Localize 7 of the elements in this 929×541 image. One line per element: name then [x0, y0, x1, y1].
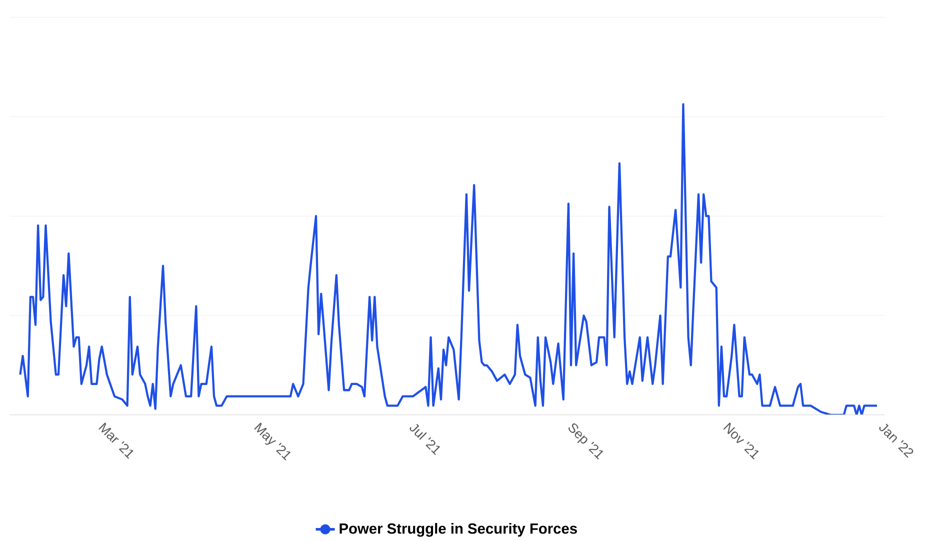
x-tick-label: Jul '21 — [410, 424, 440, 455]
x-tick-label: Sep '21 — [568, 423, 604, 460]
legend-label: Power Struggle in Security Forces — [340, 523, 577, 537]
x-tick-label: Mar '21 — [98, 422, 134, 459]
x-tick-label: Jan '22 — [879, 424, 914, 458]
x-tick-label: Nov '21 — [723, 422, 759, 460]
x-tick-label: May '21 — [254, 422, 290, 460]
